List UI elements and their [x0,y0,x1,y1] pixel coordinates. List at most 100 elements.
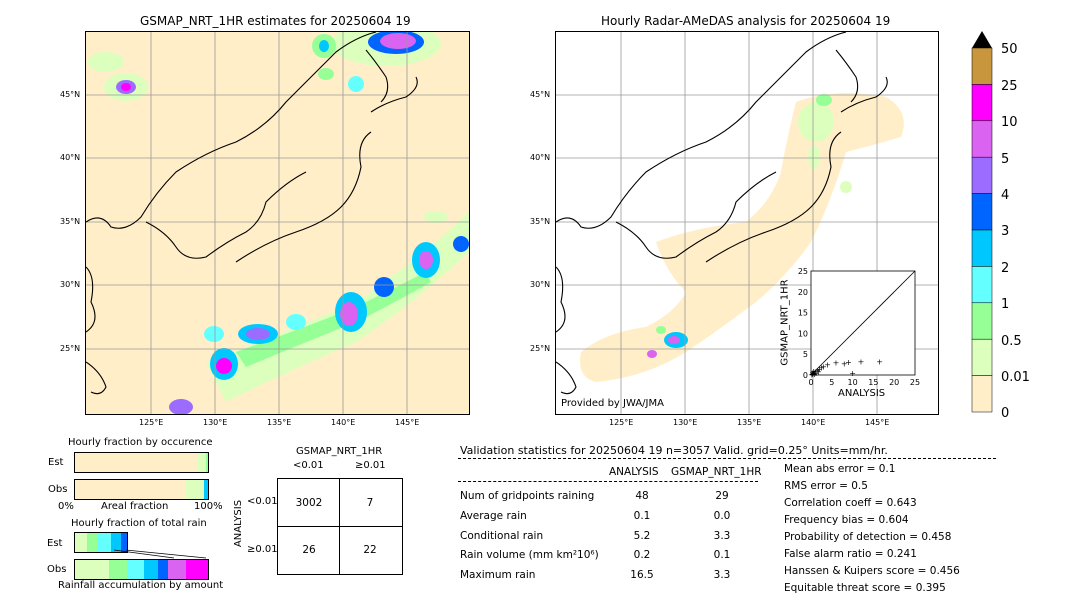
contingency-cell-01: 7 [366,497,374,509]
score-far: False alarm ratio = 0.241 [784,548,917,560]
total-rain-est-label: Est [47,538,63,549]
scatter-point: + [833,359,840,368]
scatter-xlabel: ANALYSIS [838,388,886,399]
total-rain-connector [113,549,207,559]
score-hk: Hanssen & Kuipers score = 0.456 [784,565,960,577]
radar-credit: Provided by JWA/JMA [561,398,664,409]
stat-gsmap-volume: 0.1 [713,549,731,561]
colorbar-segment [971,375,993,413]
colorbar-label-0-5: 0.5 [1001,334,1022,349]
stat-gsmap-average: 0.0 [713,510,731,522]
scatter-y-tick: 10 [798,329,808,338]
stat-analysis-conditional: 5.2 [633,530,651,542]
colorbar-segment [971,266,993,304]
occurrence-obs-rain-heavy [204,480,208,499]
colorbar-label-10: 10 [1001,115,1018,130]
scatter-point: + [858,357,865,366]
scatter-point: + [841,359,848,368]
total-rain-est-seg-2 [87,533,97,552]
score-correlation: Correlation coeff = 0.643 [784,497,917,509]
total-rain-obs-bar [74,559,209,580]
stat-gsmap-gridpoints: 29 [715,490,729,502]
contingency-cell-11: 22 [363,544,377,556]
contingency-row-1: ≥0.01 [247,544,278,555]
total-rain-obs-seg-3 [127,560,144,579]
score-pod: Probability of detection = 0.458 [784,531,952,543]
occurrence-est-rain-heavy [206,453,208,472]
scatter-point: + [810,369,817,378]
contingency-hline [278,526,402,527]
colorbar-label-0: 0 [1001,406,1010,421]
colorbar-label-5: 5 [1001,152,1010,167]
right-lon-140: 140°E [801,418,826,427]
colorbar-segment [971,120,993,158]
scatter-point: + [876,358,883,367]
total-rain-obs-seg-4 [144,560,158,579]
scatter-x-tick: 25 [910,378,920,387]
right-lon-145: 145°E [865,418,890,427]
total-rain-obs-seg-2 [109,560,127,579]
colorbar-label-0-01: 0.01 [1001,370,1030,385]
scatter-inset: + + + + + + + + + + + + + + + + + + + + 0 5 10 15 20 25 0 5 10 15 20… [780,262,920,402]
right-map-title: Hourly Radar-AMeDAS analysis for 2025060… [601,14,891,28]
colorbar [971,31,993,413]
validation-col-analysis: ANALYSIS [609,466,659,478]
occurrence-est-rain [198,453,206,472]
scatter-point: + [811,370,818,379]
left-lat-40: 40°N [60,153,81,162]
colorbar-top-arrow [972,31,992,48]
scatter-point: + [818,364,825,373]
score-ets: Equitable threat score = 0.395 [784,582,946,594]
scatter-point: + [812,368,819,377]
scatter-x-tick: 0 [808,378,813,387]
total-rain-title: Hourly fraction of total rain [71,518,207,529]
scatter-x-tick: 15 [868,378,878,387]
total-rain-est-seg-1 [75,533,87,552]
left-lat-25: 25°N [60,344,81,353]
scatter-point: + [845,358,852,367]
total-rain-obs-label: Obs [47,564,67,575]
right-map-rain [580,93,904,382]
right-map-coastline [556,32,888,395]
occurrence-title: Hourly fraction by occurence [68,437,213,448]
left-lat-45: 45°N [60,90,81,99]
total-rain-obs-seg-1 [75,560,109,579]
right-lat-45: 45°N [530,90,551,99]
occurrence-axis-mid: Areal fraction [101,501,169,512]
scatter-point: + [808,371,815,380]
scatter-point: + [824,361,831,370]
stat-label-volume: Rain volume (mm km²10⁶) [460,549,599,561]
colorbar-segments [971,47,993,413]
left-lat-35: 35°N [60,217,81,226]
validation-col-gsmap: GSMAP_NRT_1HR [671,466,762,478]
total-rain-obs-seg-6 [168,560,186,579]
colorbar-label-1: 1 [1001,297,1010,312]
colorbar-segment [971,47,993,85]
validation-col-divider [458,481,758,482]
occurrence-obs-rain [186,480,204,499]
contingency-table: 3002 7 26 22 [277,478,403,575]
left-map-title: GSMAP_NRT_1HR estimates for 20250604 19 [140,14,411,28]
right-lat-25: 25°N [530,344,551,353]
scatter-y-tick: 15 [798,309,808,318]
occurrence-axis-left: 0% [58,501,74,512]
contingency-row-0: <0.01 [247,496,278,507]
stat-gsmap-conditional: 3.3 [713,530,731,542]
stat-label-average: Average rain [460,510,527,522]
colorbar-label-2: 2 [1001,261,1010,276]
right-lat-40: 40°N [530,153,551,162]
scatter-point: + [816,365,823,374]
scatter-points: ++++++++++++ + ++ + ++++ [808,357,883,379]
stat-analysis-average: 0.1 [633,510,651,522]
total-rain-est-seg-4 [111,533,121,552]
right-lat-30: 30°N [530,280,551,289]
right-lon-125: 125°E [609,418,634,427]
left-lat-30: 30°N [60,280,81,289]
colorbar-segment [971,156,993,194]
occurrence-obs-label: Obs [48,484,68,495]
scatter-y-tick: 0 [803,371,808,380]
stat-label-conditional: Conditional rain [460,530,544,542]
validation-divider [458,458,996,459]
scatter-point: + [820,363,827,372]
right-lon-135: 135°E [737,418,762,427]
